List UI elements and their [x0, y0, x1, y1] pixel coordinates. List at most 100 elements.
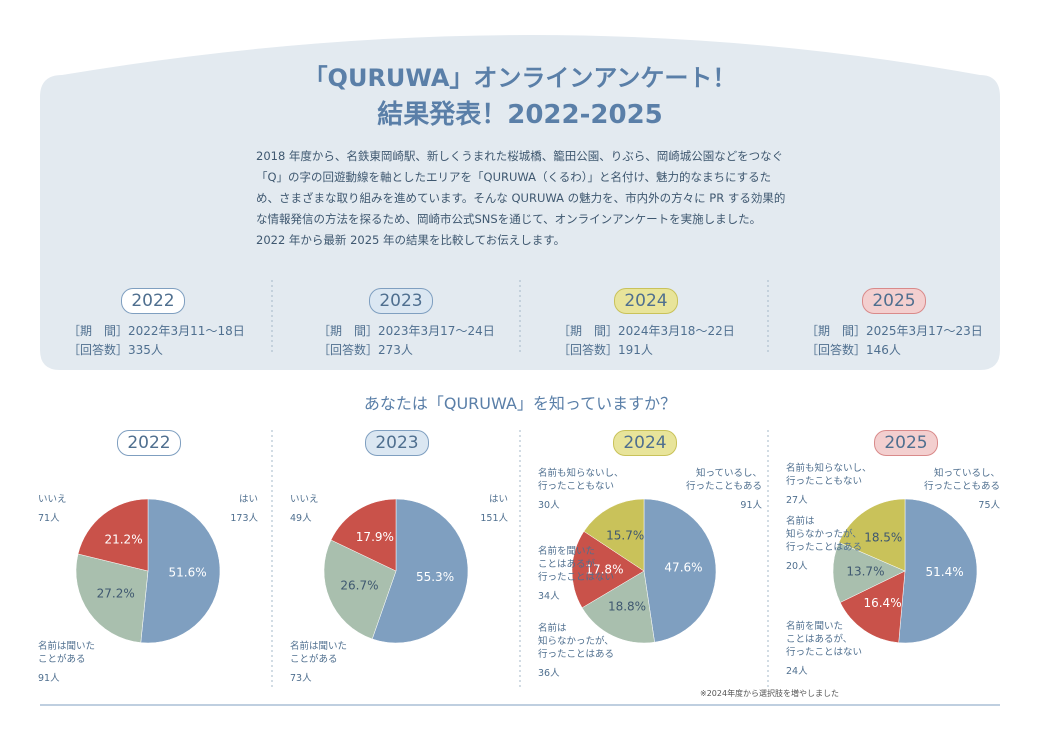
value-label: 26.7%	[340, 579, 378, 593]
pie-slice	[583, 498, 645, 572]
slice-label: いいえ 71人	[38, 493, 67, 525]
count: 36人	[538, 668, 560, 679]
value-label: 21.2%	[104, 532, 142, 546]
value-label: 55.3%	[416, 570, 454, 584]
year-badge: 2023	[369, 288, 433, 314]
count: 24人	[786, 666, 808, 677]
slice-label: 名前は 知らなかったが、 行ったことはある 36人	[538, 622, 614, 680]
period-label: ［期 間］	[806, 324, 867, 338]
pie-slice	[140, 498, 221, 644]
header-panel	[40, 35, 1000, 370]
pie-slice	[77, 498, 149, 572]
title: 「QURUWA」オンラインアンケート！	[303, 64, 737, 92]
title: 結果発表！2022-2025	[377, 100, 663, 130]
category: 名前は 知らなかったが、 行ったことはある	[786, 516, 863, 553]
year-badge: 2025	[862, 288, 926, 314]
category: 知っているし、 行ったこともある	[923, 468, 1000, 492]
pie-slice	[839, 570, 906, 643]
category: 名前は 知らなかったが、 行ったことはある	[538, 623, 615, 660]
slice-label: 知っているし、 行ったこともある 75人	[924, 467, 1000, 512]
period: 2022年3月11〜18日	[128, 324, 245, 338]
slice-label: 名前も知らないし、 行ったこともない 27人	[786, 462, 872, 507]
value-label: 16.4%	[863, 596, 901, 610]
pie-slice	[571, 530, 645, 609]
category: 名前も知らないし、 行ったこともない	[538, 468, 624, 492]
chart-title: 2023	[365, 430, 429, 456]
count: 27人	[786, 495, 808, 506]
year-badge: 2022	[121, 288, 185, 314]
category: はい	[488, 494, 508, 505]
value-label: 17.9%	[356, 530, 394, 544]
year-badge: 2024	[614, 288, 678, 314]
category: いいえ	[290, 494, 319, 505]
pie-slice	[832, 542, 906, 603]
count: 91人	[38, 673, 60, 684]
count: 151人	[480, 513, 508, 524]
period: 2023年3月17〜24日	[378, 324, 495, 338]
slice-label: 名前も知らないし、 行ったこともない 30人	[538, 467, 624, 512]
category: 知っているし、 行ったこともある	[685, 468, 762, 492]
note: ※2024年度から選択肢を増やしました	[700, 689, 840, 698]
value-label: 13.7%	[846, 564, 884, 578]
respondents-label: ［回答数］	[68, 343, 129, 357]
value-label: 17.8%	[585, 563, 623, 577]
count: 75人	[978, 500, 1000, 511]
category: 名前は聞いた ことがある	[38, 641, 96, 665]
pie-slice	[330, 498, 397, 572]
slice-label: はい 151人	[480, 493, 508, 525]
count: 34人	[538, 591, 560, 602]
count: 20人	[786, 561, 808, 572]
count: 30人	[538, 500, 560, 511]
slice-label: 名前を聞いた ことはあるが、 行ったことはない 24人	[786, 620, 862, 678]
period: 2025年3月17〜23日	[866, 324, 983, 338]
value-label: 47.6%	[664, 561, 702, 575]
value-label: 18.8%	[608, 599, 646, 613]
chart-title: 2025	[874, 430, 938, 456]
chart-title: 2022	[117, 430, 181, 456]
count: 49人	[290, 513, 312, 524]
pie-slice	[581, 570, 655, 644]
slice-label: 名前は聞いた ことがある 91人	[38, 640, 95, 685]
slice-label: はい 173人	[230, 493, 258, 525]
value-label: 27.2%	[97, 586, 135, 600]
slice-label: いいえ 49人	[290, 493, 319, 525]
category: はい	[238, 494, 258, 505]
respondents: 146人	[866, 343, 901, 357]
dividers	[271, 280, 769, 690]
pie-slice	[643, 498, 717, 643]
value-label: 15.7%	[606, 529, 644, 543]
period-label: ［期 間］	[558, 324, 619, 338]
count: 173人	[230, 513, 258, 524]
count: 91人	[740, 500, 762, 511]
period: 2024年3月18〜22日	[618, 324, 735, 338]
count: 73人	[290, 673, 312, 684]
period-label: ［期 間］	[318, 324, 379, 338]
chart-title: 2024	[613, 430, 677, 456]
pie-slice	[838, 498, 906, 572]
value-label: 51.6%	[168, 565, 206, 579]
respondents-label: ［回答数］	[318, 343, 379, 357]
count: 71人	[38, 513, 60, 524]
value-label: 51.4%	[925, 565, 963, 579]
category: 名前を聞いた ことはあるが、 行ったことはない	[786, 621, 863, 658]
category: 名前も知らないし、 行ったこともない	[786, 463, 872, 487]
respondents-label: ［回答数］	[806, 343, 867, 357]
respondents: 273人	[378, 343, 413, 357]
slice-label: 知っているし、 行ったこともある 91人	[686, 467, 762, 512]
slice-label: 名前を聞いた ことはあるが、 行ったことはない 34人	[538, 545, 614, 603]
value-label: 18.5%	[864, 530, 902, 544]
pie-slice	[323, 539, 397, 640]
slice-label: 名前は聞いた ことがある 73人	[290, 640, 347, 685]
respondents: 335人	[128, 343, 163, 357]
respondents: 191人	[618, 343, 653, 357]
pie-slice	[75, 553, 149, 643]
respondents-label: ［回答数］	[558, 343, 619, 357]
slice-label: 名前は 知らなかったが、 行ったことはある 20人	[786, 515, 862, 573]
category: 名前を聞いた ことはあるが、 行ったことはない	[538, 546, 615, 583]
period-label: ［期 間］	[68, 324, 129, 338]
question: あなたは「QURUWA」を知っていますか？	[363, 394, 677, 413]
pie-slice	[898, 498, 978, 644]
description: 2018 年度から、名鉄東岡崎駅、新しくうまれた桜城橋、籠田公園、りぶら、岡崎城…	[256, 149, 786, 247]
